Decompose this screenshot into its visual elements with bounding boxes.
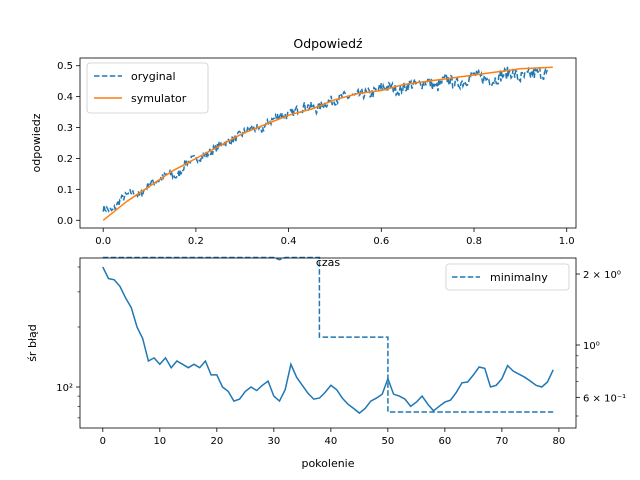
x-tick-label: 0.2 [188,236,204,247]
legend-label-oryginal: oryginal [131,70,176,83]
legend-label-symulator: symulator [131,92,187,105]
y-tick-label: 0.1 [57,185,73,196]
top-y-axis-label: odpowiedz [30,113,43,172]
top-y-ticks: 0.0 0.1 0.2 0.3 0.4 0.5 [57,61,80,227]
x-tick-label: 30 [267,436,280,447]
bottom-chart: 0 10 20 30 40 50 60 70 80 10² 2 × 10⁰ 10⁰ 6 × 10⁻¹… [26,256,626,470]
x-tick-label: 1.0 [559,236,575,247]
y-right-tick-label: 6 × 10⁻¹ [583,393,626,404]
y-right-tick-label: 2 × 10⁰ [583,270,621,281]
legend-label-minimalny: minimalny [490,271,548,284]
top-legend-box [86,62,209,114]
y-tick-label: 0.4 [57,92,73,103]
x-tick-label: 0.4 [281,236,297,247]
y-tick-label: 0.0 [57,216,73,227]
bottom-x-axis-label: pokolenie [301,457,354,470]
y-tick-label: 0.2 [57,154,73,165]
bottom-legend: minimalny [445,263,570,291]
top-chart: Odpowiedź 0.0 0.2 0.4 0.6 0.8 1.0 0.00.10.20.… [30,36,577,247]
bottom-legend-box [445,263,570,291]
y-tick-label: 0.3 [57,123,73,134]
y-right-tick-label: 10⁰ [583,341,600,352]
series-line-symulator [102,66,553,221]
top-axes-frame [79,57,577,229]
x-tick-label: 40 [324,436,337,447]
x-tick-label: 10 [153,436,166,447]
bottom-axes-frame [79,257,577,429]
x-tick-label: 70 [496,436,509,447]
x-tick-label: 50 [381,436,394,447]
x-tick-label: 80 [553,436,566,447]
top-x-axis-label: czas [316,256,341,269]
x-tick-label: 0.8 [466,236,482,247]
top-plot-area [102,65,553,221]
bottom-right-y-ticks: 2 × 10⁰ 10⁰ 6 × 10⁻¹ [576,270,626,417]
y-tick-label: 0.5 [57,61,73,72]
bottom-left-y-ticks: 10² [56,266,80,419]
x-tick-label: 60 [439,436,452,447]
x-tick-label: 20 [210,436,223,447]
y-tick-label: 10² [56,383,73,394]
series-line-minimalny [102,256,554,413]
top-legend: oryginal symulator [86,62,209,114]
x-tick-label: 0.0 [95,236,111,247]
bottom-y-axis-label: śr błąd [26,324,39,362]
top-x-ticks: 0.0 0.2 0.4 0.6 0.8 1.0 [95,228,575,247]
bottom-plot-area [102,256,554,415]
bottom-x-ticks: 0 10 20 30 40 50 60 70 80 [100,428,566,447]
x-tick-label: 0.6 [373,236,389,247]
top-chart-title: Odpowiedź [293,36,363,51]
x-tick-label: 0 [100,436,106,447]
series-line-sr-blad [102,266,554,415]
